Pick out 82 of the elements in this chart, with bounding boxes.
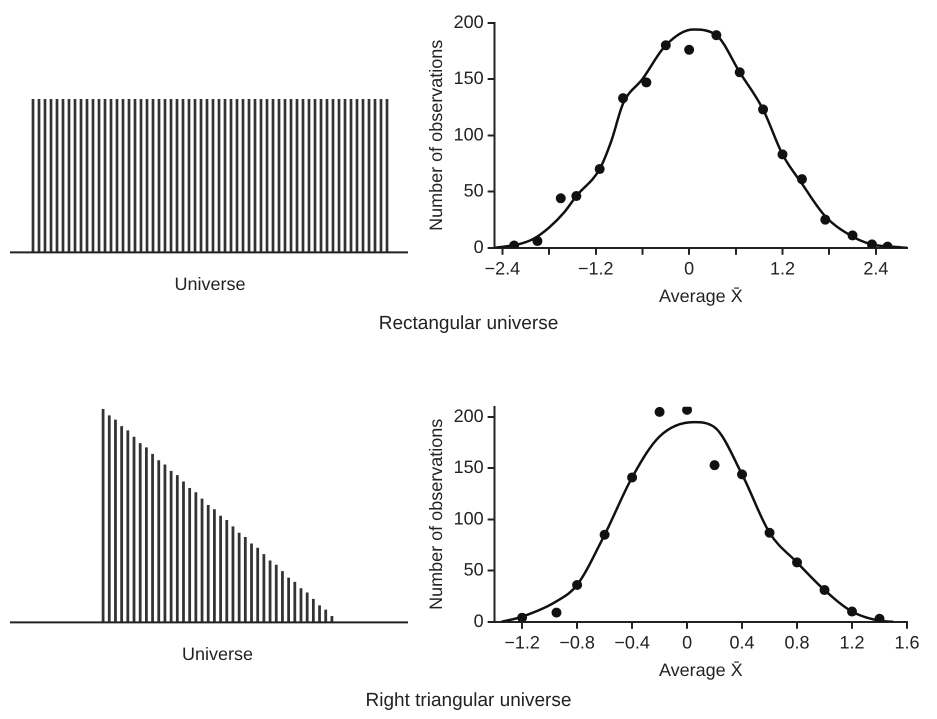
- x-axis-title: Universe: [174, 274, 246, 294]
- bar: [287, 578, 290, 622]
- bar: [262, 554, 266, 622]
- bar: [281, 571, 284, 622]
- point: [594, 164, 605, 174]
- x-axis-title: Universe: [182, 644, 254, 664]
- bar: [200, 498, 204, 622]
- x-tick-label: 0.4: [730, 632, 755, 653]
- point: [778, 149, 788, 160]
- y-tick-label: 150: [454, 68, 484, 88]
- x-tick-label: −2.4: [484, 258, 520, 279]
- x-tick-label: 0: [684, 258, 694, 279]
- point: [711, 30, 722, 40]
- x-tick-label: −0.8: [559, 632, 595, 653]
- y-tick-label: 200: [454, 12, 484, 32]
- y-tick-label: 0: [474, 236, 484, 257]
- bar: [213, 509, 216, 622]
- point: [551, 608, 562, 618]
- point: [820, 214, 830, 225]
- y-tick-label: 50: [464, 560, 484, 580]
- line-series: [500, 420, 895, 622]
- point: [796, 174, 807, 184]
- bar: [232, 526, 234, 622]
- x-tick-label: 2.4: [863, 258, 888, 279]
- y-tick-label: 0: [474, 610, 484, 631]
- point: [682, 406, 692, 415]
- x-axis-title: Average X̄: [658, 660, 743, 680]
- text: Rectangular universe: [378, 313, 560, 335]
- point: [684, 44, 694, 55]
- bar: [318, 605, 321, 622]
- point: [734, 67, 745, 78]
- bar: [164, 464, 166, 622]
- x-axis-title: Average X̄: [658, 286, 743, 306]
- x-tick-label: 1.2: [840, 632, 865, 653]
- x-tick-label: −1.2: [578, 258, 614, 279]
- bar: [268, 560, 272, 622]
- point: [618, 93, 628, 104]
- point: [571, 191, 582, 202]
- point: [641, 77, 652, 88]
- point: [517, 612, 528, 622]
- point: [792, 557, 802, 568]
- bar: [151, 454, 154, 622]
- y-tick-label: 50: [464, 180, 484, 201]
- y-axis-title: Number of observations: [426, 418, 446, 610]
- point: [627, 472, 638, 482]
- point: [764, 528, 775, 538]
- y-tick-label: 100: [454, 124, 484, 144]
- x-tick-label: 0.8: [784, 632, 810, 653]
- bar: [170, 470, 173, 622]
- bar: [300, 588, 302, 622]
- point: [848, 230, 858, 240]
- point: [758, 104, 768, 114]
- point: [710, 460, 720, 470]
- point: [532, 236, 542, 246]
- x-tick-label: −0.4: [614, 632, 650, 653]
- x-tick-label: 1.2: [770, 258, 796, 279]
- point: [600, 530, 610, 540]
- y-tick-label: 100: [454, 508, 484, 528]
- point: [820, 585, 830, 596]
- bar: [132, 436, 136, 622]
- bar: [144, 447, 148, 622]
- y-axis-title: Number of observations: [426, 40, 446, 231]
- x-tick-label: 0: [682, 632, 692, 653]
- y-tick-label: 200: [454, 406, 484, 426]
- bar: [330, 616, 334, 622]
- point: [866, 239, 877, 248]
- point: [874, 614, 885, 622]
- point: [660, 40, 671, 50]
- x-tick-label: 1.6: [894, 632, 920, 653]
- text: Right triangular universe: [364, 690, 572, 712]
- bar: [182, 482, 185, 622]
- point: [737, 469, 748, 480]
- bar: [102, 409, 104, 622]
- x-tick-label: −1.2: [504, 632, 540, 653]
- point: [572, 580, 582, 590]
- bar: [219, 516, 222, 622]
- point: [847, 606, 858, 617]
- point: [654, 406, 665, 417]
- bar: [114, 420, 117, 622]
- y-tick-label: 150: [454, 457, 484, 478]
- point: [556, 193, 566, 204]
- bar: [250, 543, 253, 622]
